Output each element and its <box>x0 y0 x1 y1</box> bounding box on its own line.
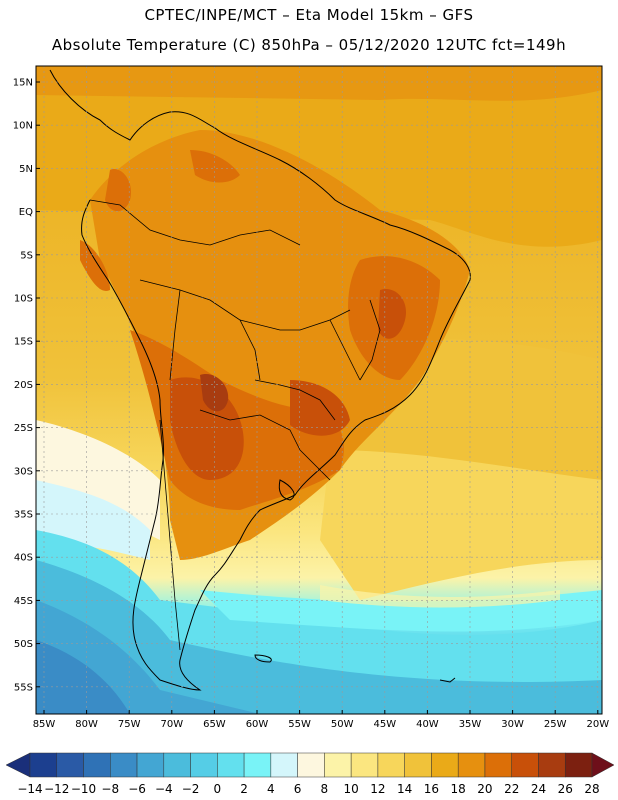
colorbar-label: −2 <box>182 782 200 796</box>
colorbar-label: 28 <box>584 782 599 796</box>
colorbar-label: 24 <box>531 782 546 796</box>
colorbar-over-arrow <box>591 752 615 778</box>
colorbar-cell <box>136 752 165 778</box>
colorbar-cell <box>538 752 566 778</box>
lat-label: 5N <box>19 164 33 175</box>
colorbar-cell <box>217 752 245 778</box>
colorbar-label: −8 <box>101 782 119 796</box>
colorbar-label: 26 <box>558 782 573 796</box>
colorbar-label: 4 <box>267 782 275 796</box>
coastlines <box>49 69 471 691</box>
lon-label: 40W <box>416 719 439 730</box>
lat-label: 35S <box>14 510 33 521</box>
lat-label: 40S <box>14 553 33 564</box>
lat-lon-grid <box>36 66 602 714</box>
colorbar-label: −10 <box>71 782 96 796</box>
colorbar-cell <box>377 752 405 778</box>
lat-label: 30S <box>14 466 33 477</box>
colorbar-cell <box>350 752 379 778</box>
lon-label: 20W <box>586 719 609 730</box>
colorbar-cell <box>163 752 191 778</box>
lat-label: 10N <box>13 121 33 132</box>
colorbar-label: −12 <box>44 782 69 796</box>
lat-label: 5S <box>20 250 33 261</box>
colorbar-cell <box>457 752 486 778</box>
lon-label: 50W <box>331 719 354 730</box>
lat-label: 15N <box>13 78 33 89</box>
lon-label: 75W <box>118 719 141 730</box>
lat-label: 25S <box>14 423 33 434</box>
colorbar-cell <box>404 752 432 778</box>
temperature-field <box>36 66 602 714</box>
colorbar-cell <box>110 752 138 778</box>
lon-label: 55W <box>288 719 311 730</box>
map-frame <box>35 65 603 715</box>
colorbar-label: −4 <box>155 782 173 796</box>
lon-label: 30W <box>501 719 524 730</box>
lon-label: 65W <box>203 719 226 730</box>
lat-label: 10S <box>14 294 33 305</box>
colorbar-cell <box>297 752 325 778</box>
lon-label: 60W <box>246 719 269 730</box>
lat-label: 20S <box>14 380 33 391</box>
colorbar-cell <box>56 752 84 778</box>
lat-label: 15S <box>14 337 33 348</box>
colorbar-label: 16 <box>424 782 439 796</box>
colorbar-under-arrow <box>5 752 31 778</box>
colorbar-label: 0 <box>214 782 222 796</box>
colorbar-label: −6 <box>128 782 146 796</box>
colorbar-label: 22 <box>504 782 519 796</box>
lat-label: 55S <box>14 682 33 693</box>
colorbar-label: 2 <box>240 782 248 796</box>
lon-label: 35W <box>459 719 482 730</box>
lon-label: 80W <box>75 719 98 730</box>
lon-label: 70W <box>160 719 183 730</box>
color-scale-bar: −14 −12 −10 −8 −6 −4 −2 0 2 4 6 8 10 12 14 16 18 20 22 24 26… <box>5 752 615 796</box>
colorbar-cell <box>484 752 512 778</box>
lat-label: 45S <box>14 596 33 607</box>
colorbar-cell <box>270 752 298 778</box>
colorbar-label: 6 <box>294 782 302 796</box>
colorbar-cell <box>83 752 111 778</box>
map-title-line2: Absolute Temperature (C) 850hPa – 05/12/… <box>51 36 567 54</box>
colorbar-label: −14 <box>17 782 42 796</box>
lat-label: 50S <box>14 639 33 650</box>
lat-label: EQ <box>19 207 33 218</box>
colorbar-cell <box>564 752 593 778</box>
colorbar-label: 10 <box>344 782 359 796</box>
colorbar-label: 18 <box>451 782 466 796</box>
longitude-labels: 85W 80W 75W 70W 65W 60W 55W 50W 45W 40W 35W 30W 25W 2… <box>33 710 609 730</box>
colorbar-cell <box>511 752 539 778</box>
lon-label: 45W <box>373 719 396 730</box>
colorbar-cell <box>431 752 459 778</box>
lon-label: 25W <box>544 719 567 730</box>
lon-label: 85W <box>33 719 56 730</box>
colorbar-label: 14 <box>397 782 412 796</box>
colorbar-cell <box>29 752 58 778</box>
colorbar-label: 8 <box>321 782 329 796</box>
colorbar-cell <box>243 752 272 778</box>
colorbar-label: 20 <box>477 782 492 796</box>
colorbar-label: 12 <box>370 782 385 796</box>
map-title-line1: CPTEC/INPE/MCT – Eta Model 15km – GFS <box>144 6 474 24</box>
colorbar-cell <box>324 752 352 778</box>
colorbar-cell <box>190 752 218 778</box>
latitude-labels: 15N 10N 5N EQ 5S 10S 15S 20S 25S 30S 35S 40S 45S 50S 5… <box>13 78 40 693</box>
